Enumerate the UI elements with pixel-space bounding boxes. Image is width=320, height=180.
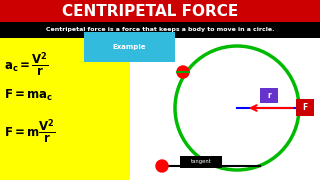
Text: $\mathbf{F = ma_c}$: $\mathbf{F = ma_c}$	[4, 88, 53, 103]
Bar	[260, 88, 278, 103]
Bar	[130, 38, 320, 180]
Bar	[296, 99, 314, 116]
Bar	[84, 32, 175, 62]
Text: $\mathbf{a_c = \dfrac{V^2}{r}}$: $\mathbf{a_c = \dfrac{V^2}{r}}$	[4, 51, 49, 79]
Circle shape	[177, 66, 189, 78]
Text: Example: Example	[113, 44, 146, 50]
Bar	[0, 38, 130, 180]
Bar	[0, 22, 320, 38]
Text: Centripetal force is a force that keeps a body to move in a circle.: Centripetal force is a force that keeps …	[46, 28, 274, 33]
Bar	[0, 0, 320, 22]
Text: r: r	[267, 91, 271, 100]
Text: $\mathbf{F = m\dfrac{V^2}{r}}$: $\mathbf{F = m\dfrac{V^2}{r}}$	[4, 118, 56, 146]
Text: F: F	[302, 103, 308, 112]
Text: tangent: tangent	[191, 159, 212, 165]
Bar	[180, 156, 222, 168]
Circle shape	[156, 160, 168, 172]
Text: CENTRIPETAL FORCE: CENTRIPETAL FORCE	[62, 3, 238, 19]
